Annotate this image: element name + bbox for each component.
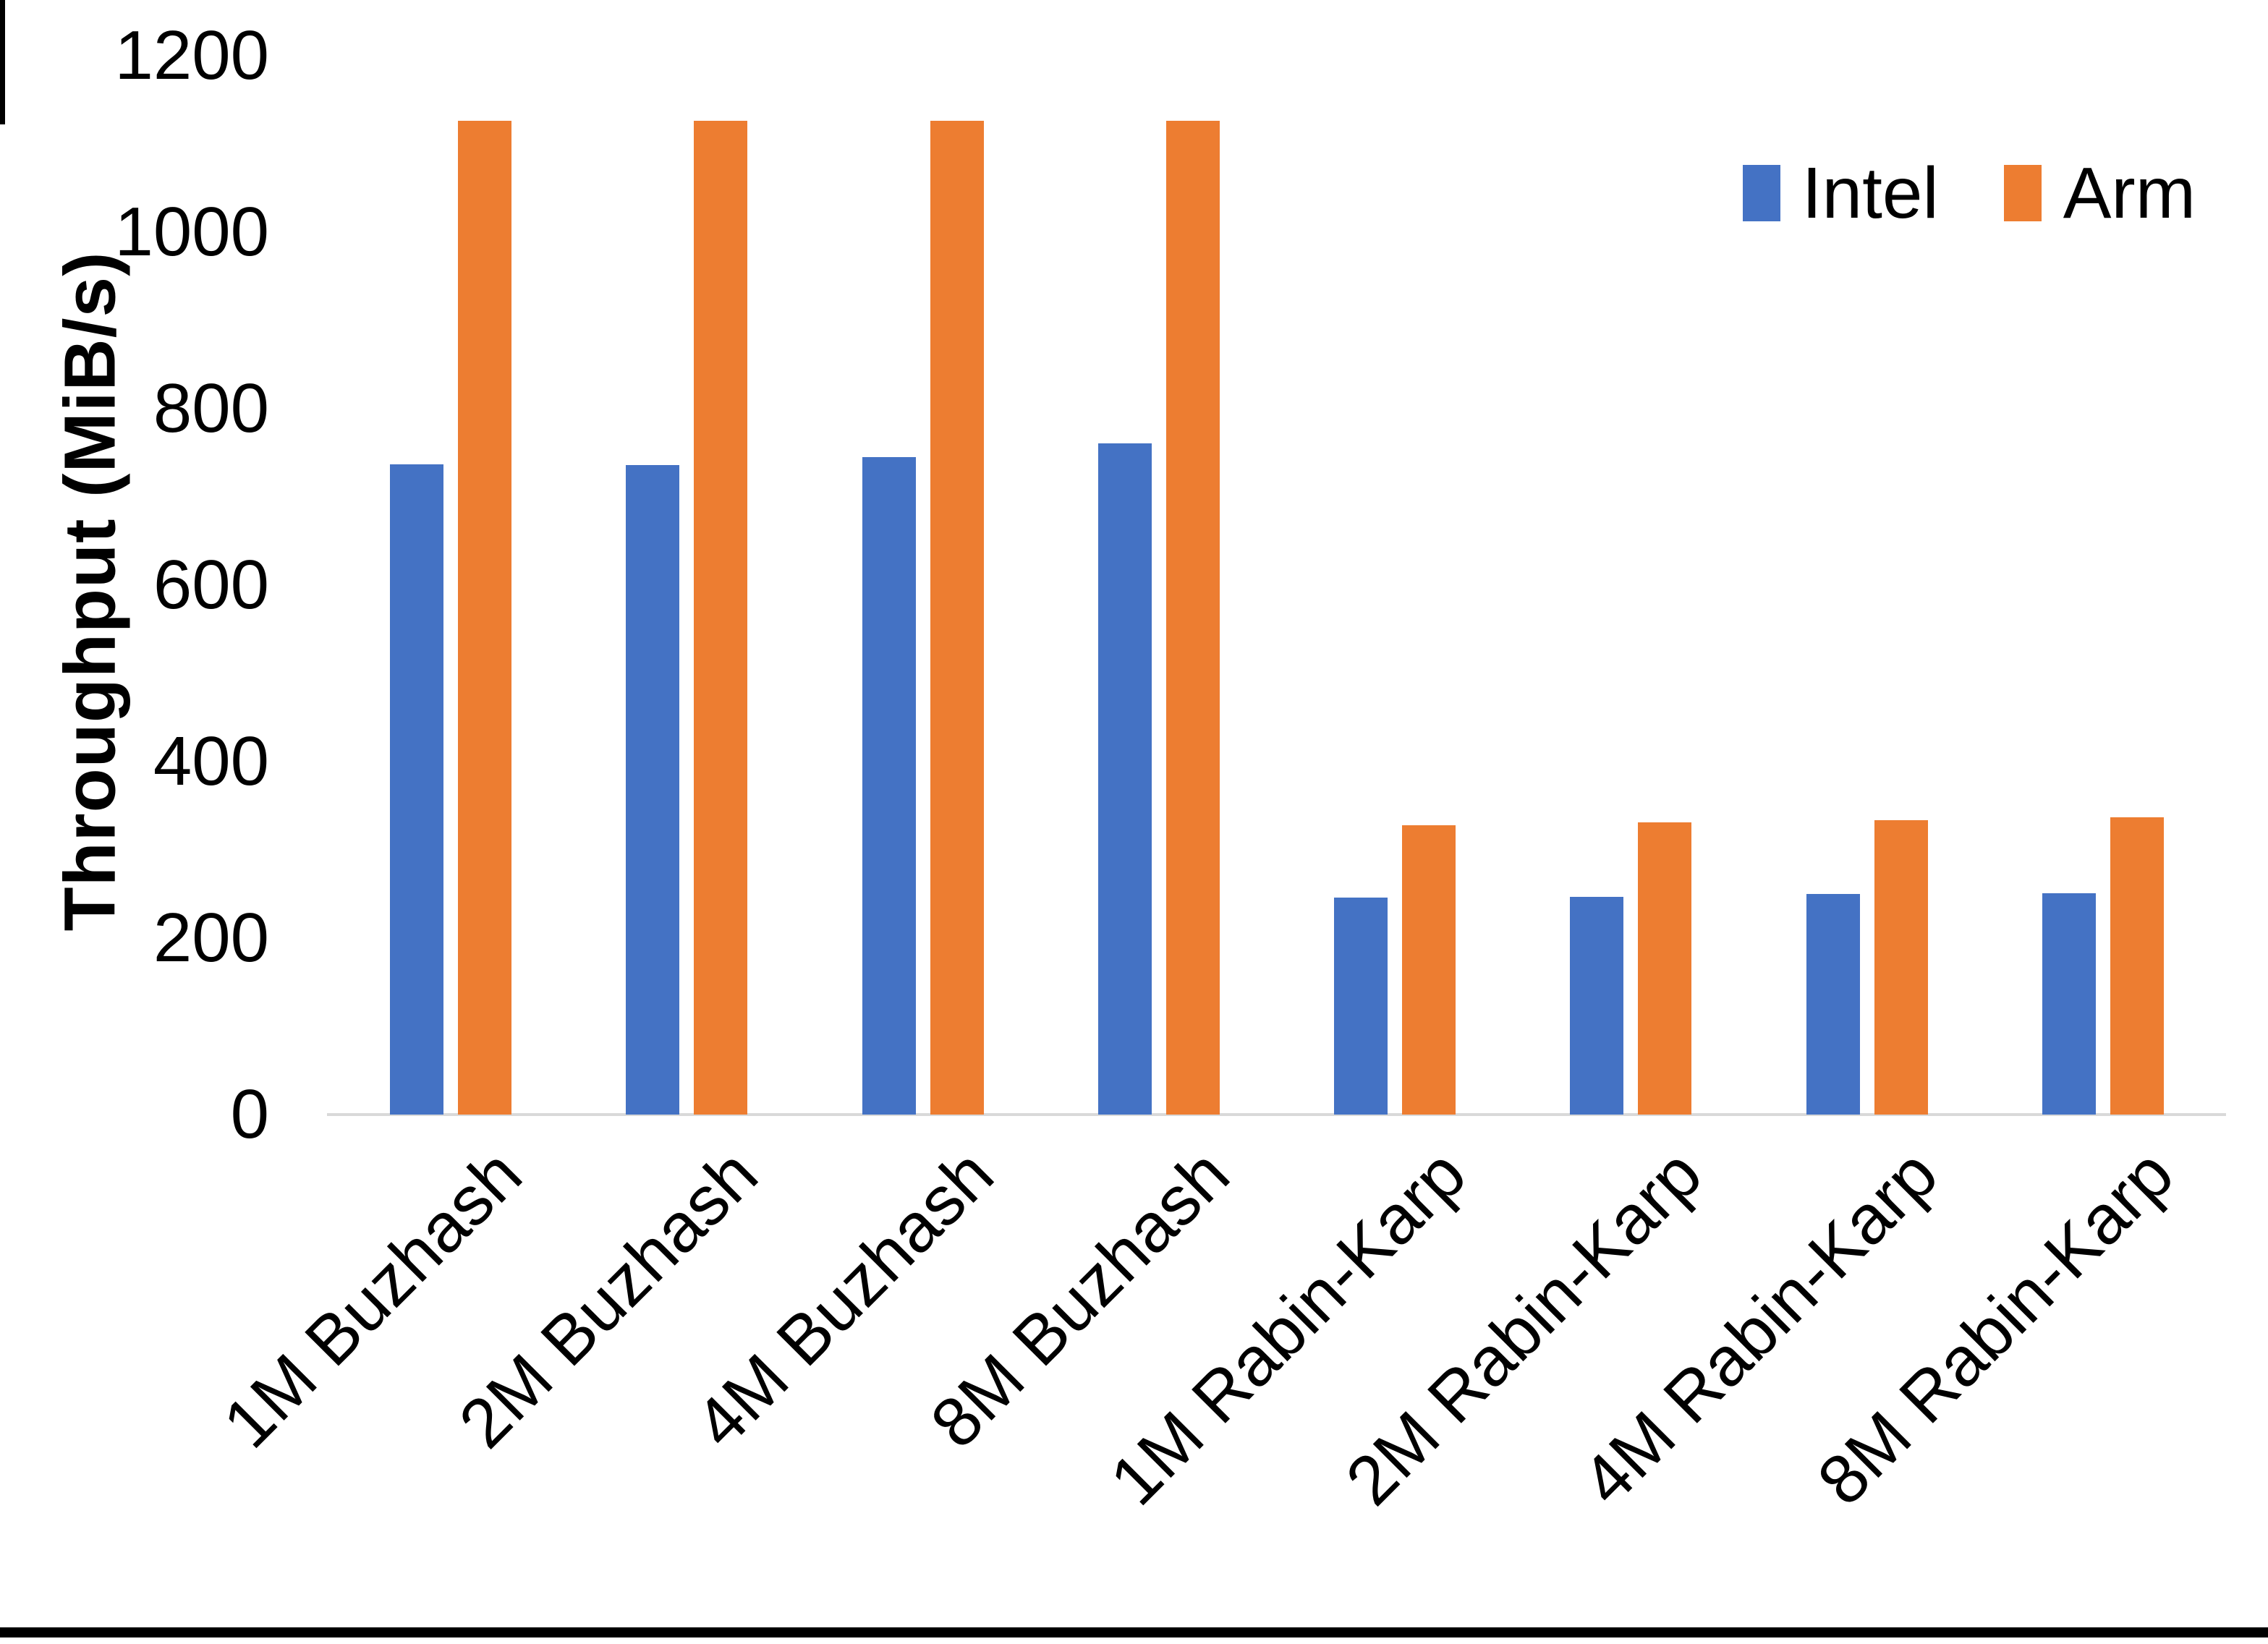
page-edge-bottom bbox=[0, 1627, 2268, 1637]
bar-arm-1m-rabin-karp bbox=[1402, 825, 1456, 1115]
y-tick-label-600: 600 bbox=[153, 546, 269, 623]
bar-intel-1m-buzhash bbox=[390, 464, 443, 1115]
bar-arm-4m-buzhash bbox=[930, 121, 984, 1115]
bar-intel-2m-buzhash bbox=[626, 465, 679, 1115]
legend-swatch-arm bbox=[2003, 165, 2042, 221]
y-tick-label-1200: 1200 bbox=[114, 17, 269, 94]
bar-intel-4m-buzhash bbox=[862, 457, 916, 1115]
page-edge-left bbox=[0, 0, 5, 124]
x-axis-line bbox=[327, 1113, 2226, 1116]
bar-arm-4m-rabin-karp bbox=[1874, 820, 1928, 1115]
bar-intel-8m-buzhash bbox=[1098, 443, 1152, 1115]
y-tick-label-200: 200 bbox=[153, 899, 269, 976]
legend-label-arm: Arm bbox=[2063, 153, 2196, 234]
legend-label-intel: Intel bbox=[1801, 153, 1939, 234]
legend: Intel Arm bbox=[1742, 153, 2196, 234]
bar-arm-2m-buzhash bbox=[694, 121, 747, 1115]
legend-item-arm: Arm bbox=[2003, 153, 2196, 234]
bar-arm-2m-rabin-karp bbox=[1638, 822, 1691, 1115]
bar-intel-4m-rabin-karp bbox=[1806, 894, 1860, 1115]
bar-arm-8m-rabin-karp bbox=[2110, 817, 2164, 1115]
legend-swatch-intel bbox=[1742, 165, 1780, 221]
y-tick-label-0: 0 bbox=[230, 1076, 269, 1153]
bar-intel-2m-rabin-karp bbox=[1570, 897, 1623, 1115]
legend-item-intel: Intel bbox=[1742, 153, 1939, 234]
bar-arm-1m-buzhash bbox=[458, 121, 511, 1115]
bar-arm-8m-buzhash bbox=[1166, 121, 1220, 1115]
bar-intel-1m-rabin-karp bbox=[1334, 898, 1388, 1115]
y-tick-label-1000: 1000 bbox=[114, 193, 269, 271]
bar-intel-8m-rabin-karp bbox=[2042, 893, 2096, 1115]
y-tick-label-800: 800 bbox=[153, 370, 269, 447]
y-tick-label-400: 400 bbox=[153, 723, 269, 800]
